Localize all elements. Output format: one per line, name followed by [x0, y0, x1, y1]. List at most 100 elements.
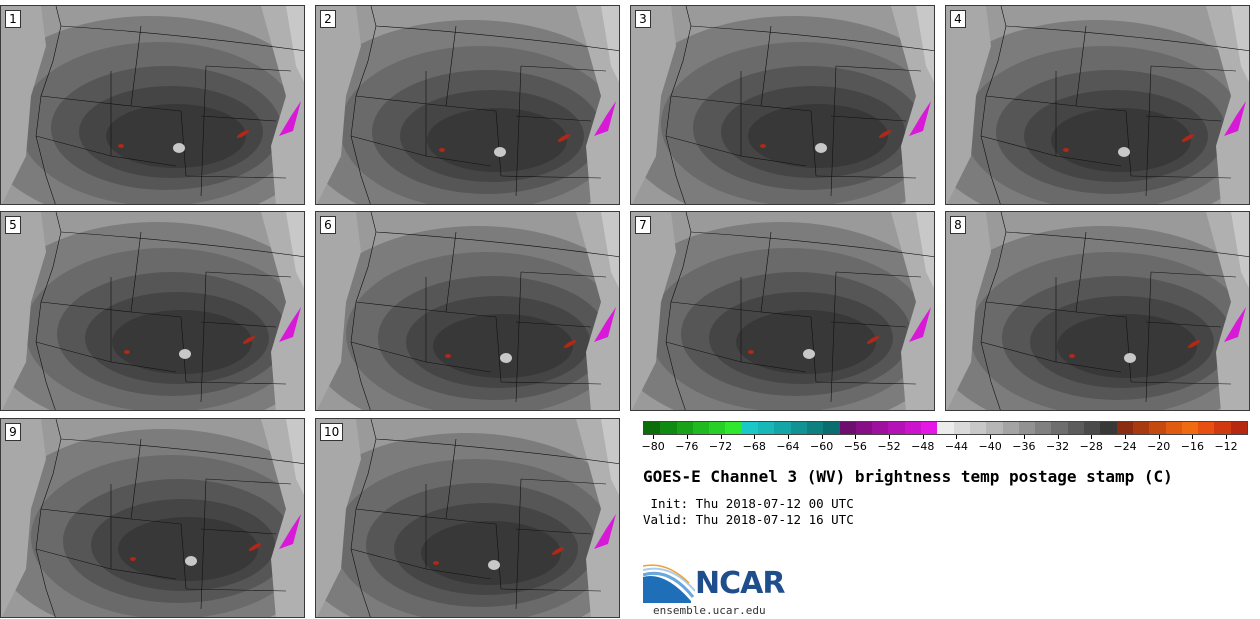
colorbar-swatch — [758, 422, 775, 434]
colorbar-swatch — [986, 422, 1003, 434]
colorbar-swatch — [676, 422, 693, 434]
colorbar-swatch — [1132, 422, 1150, 434]
colorbar-swatch — [1067, 422, 1085, 434]
colorbar-swatch — [1051, 422, 1068, 434]
colorbar-swatch — [904, 422, 922, 434]
map-panel-5: 5 — [0, 211, 305, 411]
colorbar-tick — [787, 435, 789, 439]
panel-number: 8 — [950, 216, 966, 234]
colorbar-swatch — [741, 422, 759, 434]
panel-number: 10 — [320, 423, 344, 441]
colorbar-swatch — [839, 422, 856, 434]
colorbar-tick — [1124, 435, 1126, 439]
colorbar-labels: −80 −76 −72 −68 −64 −60 −56 −52 −48 −44 −40 −36 −32−… — [641, 440, 1248, 454]
colorbar-swatch — [1084, 422, 1101, 434]
colorbar-tick-label: −72 — [708, 440, 733, 453]
colorbar-tick — [855, 435, 857, 439]
colorbar-swatch — [1230, 422, 1247, 434]
colorbar-tick-label: −68 — [742, 440, 766, 453]
colorbar-tick-label: −20 — [1147, 440, 1171, 453]
colorbar-swatch — [1116, 422, 1133, 434]
colorbar-swatch — [823, 422, 840, 434]
panel-number: 6 — [320, 216, 336, 234]
colorbar-swatch — [888, 422, 905, 434]
panel-number: 4 — [950, 10, 966, 28]
colorbar-tick-label: −56 — [843, 440, 867, 453]
colorbar-swatch — [1165, 422, 1182, 434]
colorbar-swatch — [774, 422, 791, 434]
colorbar-swatch — [969, 422, 987, 434]
colorbar-swatch — [692, 422, 710, 434]
colorbar-tick — [1091, 435, 1093, 439]
colorbar-tick — [1023, 435, 1025, 439]
colorbar-swatch — [725, 422, 742, 434]
colorbar-tick-label: −60 — [810, 440, 834, 453]
colorbar-tick-label: −44 — [944, 440, 969, 453]
colorbar-swatch — [1035, 422, 1052, 434]
colorbar-tick-label: −76 — [675, 440, 699, 453]
colorbar-tick — [922, 435, 924, 439]
chart-title: GOES-E Channel 3 (WV) brightness temp po… — [643, 467, 1173, 486]
panel-number: 9 — [5, 423, 21, 441]
colorbar-tick-label: −28 — [1079, 440, 1103, 453]
colorbar-swatch — [806, 422, 824, 434]
colorbar-ticks — [643, 435, 1248, 439]
init-time: Init: Thu 2018-07-12 00 UTC — [643, 496, 854, 511]
logo-url: ensemble.ucar.edu — [653, 604, 766, 617]
colorbar-swatch — [1100, 422, 1117, 434]
map-panel-7: 7 — [630, 211, 935, 411]
map-panel-8: 8 — [945, 211, 1250, 411]
colorbar-tick-label: −64 — [776, 440, 800, 453]
colorbar-tick-label: −80 — [641, 440, 665, 453]
ncar-logo: NCAR — [642, 563, 793, 605]
colorbar-swatch — [1198, 422, 1215, 434]
colorbar-tick-label: −36 — [1012, 440, 1036, 453]
colorbar-tick — [821, 435, 823, 439]
colorbar-tick — [1057, 435, 1059, 439]
colorbar-swatch — [953, 422, 970, 434]
colorbar-swatch — [644, 422, 661, 434]
colorbar-tick — [956, 435, 958, 439]
colorbar-swatch — [1181, 422, 1199, 434]
colorbar-tick-label: −16 — [1180, 440, 1204, 453]
colorbar-tick-label: −12 — [1214, 440, 1238, 453]
map-panel-4: 4 — [945, 5, 1250, 205]
colorbar-tick — [1192, 435, 1194, 439]
valid-time: Valid: Thu 2018-07-12 16 UTC — [643, 512, 854, 527]
colorbar-tick — [653, 435, 655, 439]
colorbar-tick — [1158, 435, 1160, 439]
colorbar-tick — [889, 435, 891, 439]
colorbar-swatch — [1002, 422, 1019, 434]
panel-number: 2 — [320, 10, 336, 28]
map-panel-10: 10 — [315, 418, 620, 618]
map-panel-9: 9 — [0, 418, 305, 618]
map-panel-3: 3 — [630, 5, 935, 205]
colorbar-tick — [754, 435, 756, 439]
colorbar-tick — [720, 435, 722, 439]
colorbar-tick-label: −32 — [1045, 440, 1070, 453]
colorbar-swatch — [709, 422, 726, 434]
colorbar-tick-label: −24 — [1113, 440, 1137, 453]
map-panel-2: 2 — [315, 5, 620, 205]
colorbar-swatch — [660, 422, 677, 434]
colorbar-swatch — [1149, 422, 1166, 434]
panel-number: 7 — [635, 216, 651, 234]
colorbar-swatch — [1018, 422, 1036, 434]
map-panel-1: 1 — [0, 5, 305, 205]
ncar-logo-text: NCAR — [695, 566, 785, 601]
colorbar — [643, 421, 1248, 435]
panel-number: 5 — [5, 216, 21, 234]
colorbar-tick — [686, 435, 688, 439]
colorbar-tick-label: −40 — [978, 440, 1002, 453]
map-panel-6: 6 — [315, 211, 620, 411]
colorbar-tick-label: −48 — [911, 440, 935, 453]
colorbar-swatch — [790, 422, 807, 434]
panel-number: 1 — [5, 10, 21, 28]
colorbar-swatch — [937, 422, 954, 434]
panel-number: 3 — [635, 10, 651, 28]
colorbar-tick — [1226, 435, 1228, 439]
ncar-logo-icon — [642, 564, 696, 603]
colorbar-swatch — [872, 422, 889, 434]
colorbar-swatch — [921, 422, 938, 434]
colorbar-tick — [990, 435, 992, 439]
